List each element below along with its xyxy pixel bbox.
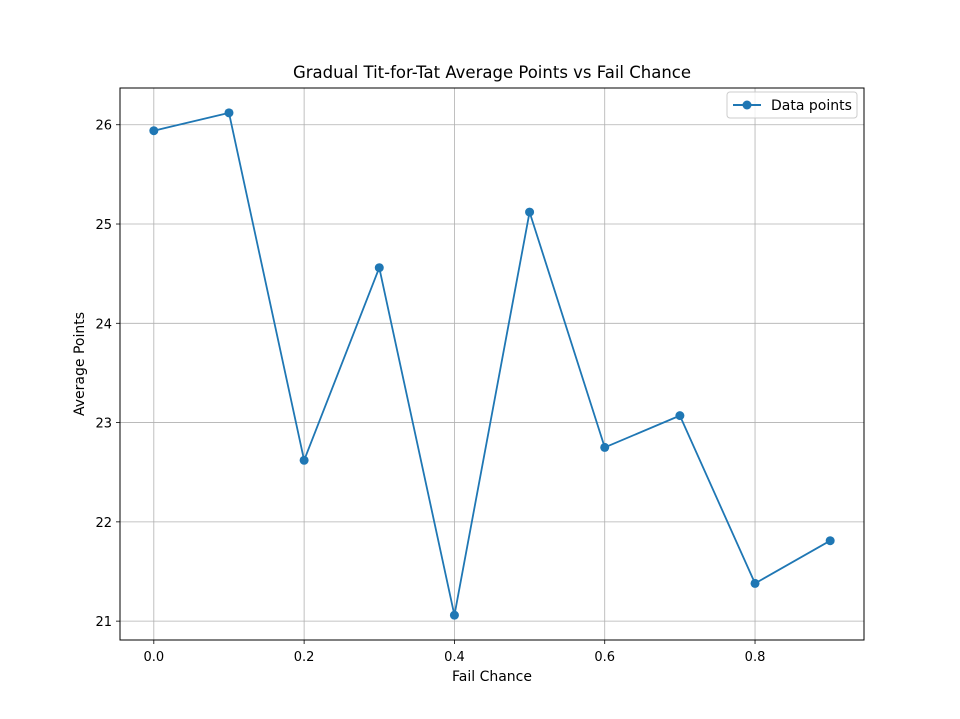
- data-point: [149, 126, 159, 136]
- x-tick-label: 0.2: [294, 650, 315, 665]
- data-point: [449, 610, 459, 620]
- x-tick-label: 0.8: [745, 650, 766, 665]
- data-point: [750, 578, 760, 588]
- y-tick-label: 22: [95, 516, 112, 531]
- y-tick-label: 23: [95, 417, 112, 432]
- data-point: [825, 536, 835, 546]
- y-tick-label: 25: [95, 218, 112, 233]
- grid-lines: [120, 88, 864, 640]
- data-point: [600, 442, 610, 452]
- chart-title: Gradual Tit-for-Tat Average Points vs Fa…: [293, 63, 691, 82]
- legend: Data points: [726, 91, 858, 119]
- x-tick-label: 0.0: [143, 650, 164, 665]
- series-line: [153, 111, 831, 617]
- x-tick-label: 0.6: [594, 650, 615, 665]
- x-axis-label: Fail Chance: [452, 669, 532, 685]
- y-axis-ticks: 21 22 23 24 25 26: [95, 119, 120, 630]
- legend-box: [726, 91, 858, 119]
- legend-label: Data points: [771, 98, 852, 114]
- data-point: [675, 411, 685, 421]
- legend-marker-swatch: [742, 100, 752, 110]
- data-point: [525, 207, 535, 217]
- data-point: [224, 108, 234, 118]
- x-tick-label: 0.4: [444, 650, 465, 665]
- y-tick-label: 24: [95, 317, 112, 332]
- plot-frame: [119, 87, 865, 641]
- x-axis-ticks: 0.0 0.2 0.4 0.6 0.8: [143, 640, 765, 665]
- y-tick-label: 21: [95, 615, 112, 630]
- y-axis-label: Average Points: [72, 312, 88, 416]
- data-point: [299, 455, 309, 465]
- series-group: [149, 108, 835, 620]
- data-point: [374, 263, 384, 273]
- y-tick-label: 26: [95, 119, 112, 134]
